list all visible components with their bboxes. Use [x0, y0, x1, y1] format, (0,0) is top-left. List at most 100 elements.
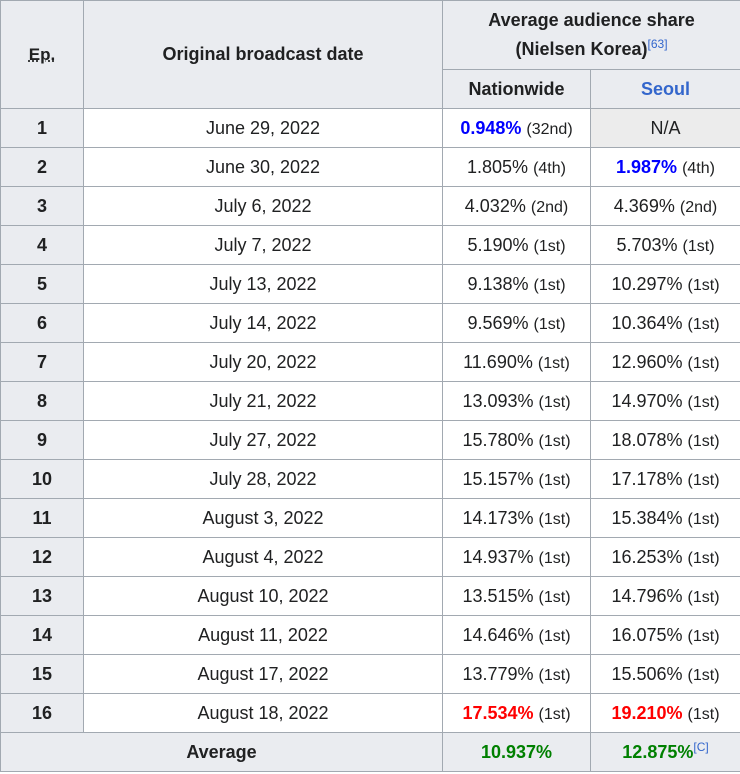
episode-number: 15	[0, 654, 84, 694]
ep-abbr-link[interactable]: Ep.	[28, 45, 56, 64]
seoul-link[interactable]: Seoul	[640, 78, 690, 99]
broadcast-date: August 10, 2022	[83, 576, 443, 616]
table-row: 6 July 14, 2022 9.569% (1st) 10.364% (1st)	[0, 303, 740, 343]
broadcast-date: August 17, 2022	[83, 654, 443, 694]
nationwide-share-rank: (1st)	[538, 588, 571, 606]
episode-number: 5	[0, 264, 84, 304]
seoul-header: Seoul	[590, 69, 740, 109]
date-header: Original broadcast date	[83, 0, 443, 109]
seoul-share: 14.796% (1st)	[590, 576, 740, 616]
seoul-share-rank: (1st)	[687, 666, 720, 684]
nationwide-share-rank: (4th)	[533, 159, 566, 177]
nationwide-share: 14.646% (1st)	[442, 615, 591, 655]
broadcast-date: July 27, 2022	[83, 420, 443, 460]
average-label: Average	[0, 732, 443, 772]
table-row: 12 August 4, 2022 14.937% (1st) 16.253% (1s…	[0, 537, 740, 577]
episode-number: 10	[0, 459, 84, 499]
seoul-share-value: 15.384%	[611, 507, 683, 528]
episode-number: 9	[0, 420, 84, 460]
seoul-share: 10.297% (1st)	[590, 264, 740, 304]
seoul-share: 12.960% (1st)	[590, 342, 740, 382]
nationwide-share-value: 14.173%	[462, 507, 534, 528]
episode-number: 4	[0, 225, 84, 265]
seoul-share-value: 17.178%	[611, 468, 683, 489]
seoul-share: 14.970% (1st)	[590, 381, 740, 421]
seoul-share: 18.078% (1st)	[590, 420, 740, 460]
broadcast-date: August 3, 2022	[83, 498, 443, 538]
seoul-share-value: 16.253%	[611, 546, 683, 567]
seoul-share-value: 5.703%	[616, 234, 678, 255]
nationwide-share: 13.779% (1st)	[442, 654, 591, 694]
nationwide-share-value: 1.805%	[467, 156, 529, 177]
seoul-share: 5.703% (1st)	[590, 225, 740, 265]
seoul-share: 10.364% (1st)	[590, 303, 740, 343]
seoul-share: 19.210% (1st)	[590, 693, 740, 733]
episode-number: 1	[0, 108, 84, 148]
share-citation-link[interactable]: [63]	[647, 37, 668, 51]
broadcast-date: June 30, 2022	[83, 147, 443, 187]
nationwide-header: Nationwide	[442, 69, 591, 109]
nationwide-share-value: 9.569%	[467, 312, 529, 333]
seoul-share-value: 19.210%	[611, 702, 683, 723]
seoul-share-value: 18.078%	[611, 429, 683, 450]
nationwide-share-value: 9.138%	[467, 273, 529, 294]
nationwide-share-rank: (1st)	[533, 315, 566, 333]
ep-header: Ep.	[0, 0, 84, 109]
broadcast-date: August 11, 2022	[83, 615, 443, 655]
broadcast-date: July 21, 2022	[83, 381, 443, 421]
nationwide-share-value: 13.093%	[462, 390, 534, 411]
broadcast-date: June 29, 2022	[83, 108, 443, 148]
episode-number: 11	[0, 498, 84, 538]
nationwide-share-value: 4.032%	[464, 195, 526, 216]
seoul-share-rank: (1st)	[687, 276, 720, 294]
table-row: 13 August 10, 2022 13.515% (1st) 14.796% (1…	[0, 576, 740, 616]
average-row: Average 10.937% 12.875%[C]	[0, 732, 740, 772]
broadcast-date: July 6, 2022	[83, 186, 443, 226]
nationwide-share: 17.534% (1st)	[442, 693, 591, 733]
nationwide-share-rank: (1st)	[538, 666, 571, 684]
nationwide-share: 13.093% (1st)	[442, 381, 591, 421]
seoul-share-rank: (1st)	[687, 432, 720, 450]
broadcast-date: July 13, 2022	[83, 264, 443, 304]
nationwide-share-rank: (1st)	[538, 432, 571, 450]
table-row: 4 July 7, 2022 5.190% (1st) 5.703% (1st)	[0, 225, 740, 265]
nationwide-share-rank: (1st)	[538, 510, 571, 528]
seoul-share-rank: (1st)	[687, 354, 720, 372]
seoul-share-value: 4.369%	[613, 195, 675, 216]
nationwide-share-value: 11.690%	[463, 351, 533, 372]
nationwide-share-value: 14.937%	[462, 546, 534, 567]
table-row: 7 July 20, 2022 11.690% (1st) 12.960% (1st)	[0, 342, 740, 382]
nationwide-share-rank: (1st)	[538, 549, 571, 567]
seoul-share-rank: (2nd)	[679, 198, 718, 216]
broadcast-date: July 7, 2022	[83, 225, 443, 265]
episode-number: 2	[0, 147, 84, 187]
share-header: Average audience share (Nielsen Korea)[6…	[442, 0, 740, 70]
seoul-share-rank: (4th)	[682, 159, 715, 177]
seoul-share: 15.384% (1st)	[590, 498, 740, 538]
nationwide-share: 9.569% (1st)	[442, 303, 591, 343]
average-seoul: 12.875%[C]	[590, 732, 740, 772]
seoul-share-rank: (1st)	[687, 393, 720, 411]
nationwide-share: 13.515% (1st)	[442, 576, 591, 616]
nationwide-share-value: 14.646%	[462, 624, 534, 645]
nationwide-share-value: 13.515%	[462, 585, 534, 606]
table-row: 10 July 28, 2022 15.157% (1st) 17.178% (1st…	[0, 459, 740, 499]
table-row: 1 June 29, 2022 0.948% (32nd) N/A	[0, 108, 740, 148]
nationwide-share-rank: (32nd)	[526, 120, 573, 138]
nationwide-share-value: 15.157%	[462, 468, 534, 489]
table-row: 14 August 11, 2022 14.646% (1st) 16.075% (1…	[0, 615, 740, 655]
seoul-share-value: 12.960%	[611, 351, 683, 372]
broadcast-date: July 20, 2022	[83, 342, 443, 382]
table-row: 8 July 21, 2022 13.093% (1st) 14.970% (1st)	[0, 381, 740, 421]
nationwide-share: 4.032% (2nd)	[442, 186, 591, 226]
share-header-source: (Nielsen Korea)	[515, 39, 648, 59]
average-note-link[interactable]: [C]	[693, 739, 709, 754]
ratings-body: 1 June 29, 2022 0.948% (32nd) N/A 2 June 30, …	[0, 108, 740, 733]
table-row: 9 July 27, 2022 15.780% (1st) 18.078% (1st)	[0, 420, 740, 460]
nationwide-share: 5.190% (1st)	[442, 225, 591, 265]
nationwide-share-rank: (1st)	[533, 276, 566, 294]
seoul-share-value: 15.506%	[611, 663, 683, 684]
nationwide-share-value: 15.780%	[462, 429, 534, 450]
average-nationwide: 10.937%	[442, 732, 591, 772]
